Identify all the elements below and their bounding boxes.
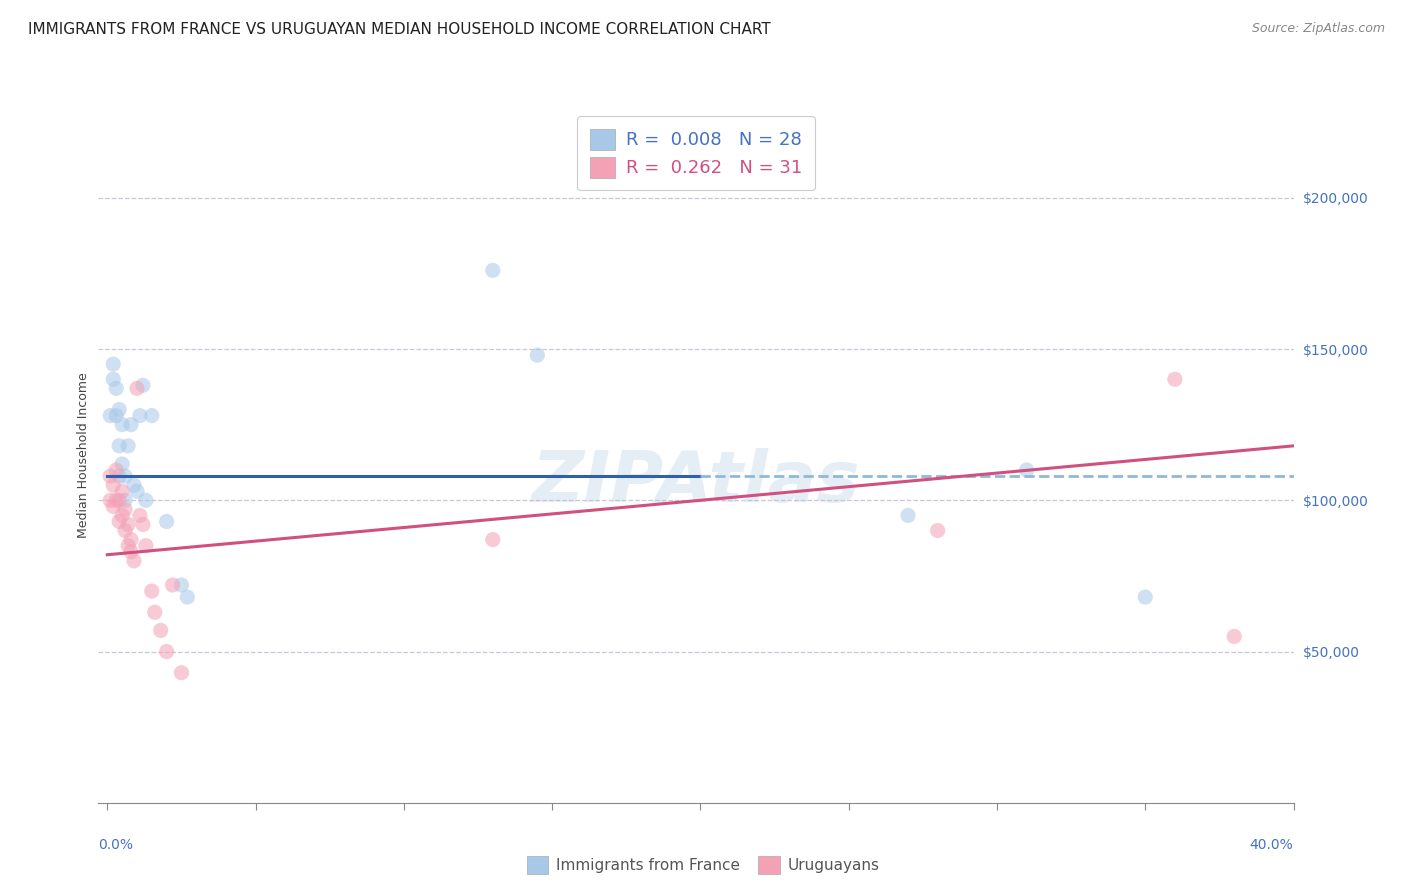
Y-axis label: Median Household Income: Median Household Income: [77, 372, 90, 538]
Legend: Immigrants from France, Uruguayans: Immigrants from France, Uruguayans: [520, 850, 886, 880]
Point: [122, 554, 145, 568]
Text: Source: ZipAtlas.com: Source: ZipAtlas.com: [1251, 22, 1385, 36]
Point: [111, 457, 134, 471]
Point: [132, 378, 155, 392]
Point: [117, 439, 139, 453]
Point: [111, 508, 134, 523]
Text: ZIPAtlas: ZIPAtlas: [531, 449, 860, 517]
Point: [141, 584, 163, 599]
Point: [120, 545, 142, 559]
Point: [897, 508, 920, 523]
Point: [1223, 629, 1246, 643]
Point: [482, 533, 505, 547]
Point: [114, 493, 136, 508]
Point: [1135, 590, 1157, 604]
Point: [143, 605, 166, 619]
Legend: R =  0.008   N = 28, R =  0.262   N = 31: R = 0.008 N = 28, R = 0.262 N = 31: [576, 116, 815, 190]
Point: [125, 484, 148, 499]
Point: [1015, 463, 1038, 477]
Point: [129, 508, 152, 523]
Point: [111, 417, 134, 432]
Point: [98, 409, 121, 423]
Point: [117, 539, 139, 553]
Point: [170, 578, 193, 592]
Point: [103, 357, 125, 371]
Point: [98, 469, 121, 483]
Point: [125, 381, 148, 395]
Point: [103, 500, 125, 514]
Point: [135, 493, 157, 508]
Text: IMMIGRANTS FROM FRANCE VS URUGUAYAN MEDIAN HOUSEHOLD INCOME CORRELATION CHART: IMMIGRANTS FROM FRANCE VS URUGUAYAN MEDI…: [28, 22, 770, 37]
Point: [108, 439, 131, 453]
Point: [482, 263, 505, 277]
Point: [120, 417, 142, 432]
Point: [105, 463, 128, 477]
Point: [108, 515, 131, 529]
Point: [103, 478, 125, 492]
Point: [98, 493, 121, 508]
Point: [111, 484, 134, 499]
Point: [149, 624, 172, 638]
Point: [108, 402, 131, 417]
Point: [114, 524, 136, 538]
Point: [132, 517, 155, 532]
Point: [114, 502, 136, 516]
Point: [117, 517, 139, 532]
Point: [108, 493, 131, 508]
Point: [170, 665, 193, 680]
Point: [108, 469, 131, 483]
Point: [927, 524, 949, 538]
Point: [1164, 372, 1187, 386]
Point: [156, 644, 179, 658]
Text: 40.0%: 40.0%: [1250, 838, 1294, 852]
Point: [122, 478, 145, 492]
Point: [156, 515, 179, 529]
Point: [135, 539, 157, 553]
Point: [162, 578, 184, 592]
Point: [114, 469, 136, 483]
Point: [103, 372, 125, 386]
Point: [526, 348, 548, 362]
Point: [105, 381, 128, 395]
Point: [105, 493, 128, 508]
Point: [129, 409, 152, 423]
Point: [105, 409, 128, 423]
Text: 0.0%: 0.0%: [98, 838, 134, 852]
Point: [141, 409, 163, 423]
Point: [120, 533, 142, 547]
Point: [176, 590, 198, 604]
